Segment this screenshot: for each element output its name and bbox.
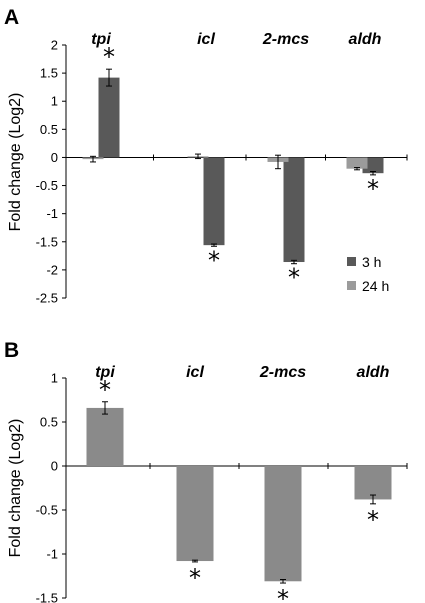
panel-b-significance-star: * xyxy=(189,564,201,592)
panel-b-bar-aldh xyxy=(354,466,392,500)
panel-b-category-label-tpi: tpi xyxy=(95,364,115,381)
panel-a-letter: A xyxy=(4,6,19,29)
panel-b-bars: * * * * xyxy=(86,376,392,603)
legend-label-24h: 24 h xyxy=(362,278,389,294)
panel-a-significance-star: * xyxy=(208,246,220,274)
panel-b-y-tick-label: 0.5 xyxy=(40,415,58,430)
panel-b-significance-star: * xyxy=(367,506,379,534)
panel-b-bar-icl xyxy=(176,466,214,562)
panel-a-y-axis-title: Fold change (Log2) xyxy=(7,93,24,232)
panel-b-y-tick-label: -1.5 xyxy=(36,591,58,603)
panel-b: B Fold change (Log2) 10.50-0.5-1-1.5 ***… xyxy=(4,339,408,603)
panel-b-category-label-icl: icl xyxy=(186,364,204,381)
panel-b-bar-tpi xyxy=(86,407,124,466)
panel-b-y-tick-label: 0 xyxy=(51,459,58,474)
panel-a-y-tick-label: -2 xyxy=(46,262,58,277)
panel-a-significance-star: * xyxy=(288,264,300,292)
legend-swatch-3h xyxy=(347,257,356,266)
panel-b-y-axis-title: Fold change (Log2) xyxy=(7,419,24,558)
panel-a-bar-2-mcs-3h xyxy=(283,157,305,263)
panel-a-y-tick-label: 0 xyxy=(51,150,58,165)
panel-b-letter: B xyxy=(4,339,19,362)
legend-label-3h: 3 h xyxy=(362,254,381,270)
panel-a-y-tick-label: -1.5 xyxy=(36,234,58,249)
panel-b-category-labels: tpi icl 2-mcs aldh xyxy=(95,364,389,381)
panel-b-category-label-2-mcs: 2-mcs xyxy=(259,364,306,381)
panel-b-category-label-aldh: aldh xyxy=(357,364,390,381)
panel-a-significance-star: * xyxy=(103,43,115,71)
panel-a-y-tick-label: -0.5 xyxy=(36,178,58,193)
panel-b-y-tick-label: 1 xyxy=(51,371,58,386)
panel-a-bars: * * * * xyxy=(82,43,384,292)
panel-a-bar-aldh-3h xyxy=(362,157,384,174)
panel-b-axes: 1 0.5 0 -0.5 -1 -1.5 xyxy=(36,371,408,603)
panel-a-y-tick-label: 2 xyxy=(51,38,58,53)
panel-a-category-label-aldh: aldh xyxy=(349,31,382,48)
panel-a-y-tick-label: -2.5 xyxy=(36,291,58,306)
panel-a-y-tick-label: 1 xyxy=(51,94,58,109)
legend-swatch-24h xyxy=(347,281,356,290)
panel-a-y-tick-label: 0.5 xyxy=(40,122,58,137)
panel-a-bar-tpi-3h xyxy=(98,77,120,158)
panel-a-y-tick-label: 1.5 xyxy=(40,66,58,81)
panel-a-bar-aldh-24h xyxy=(346,157,368,169)
panel-a-significance-star: * xyxy=(367,175,379,203)
panel-b-bar-2-mcs xyxy=(264,466,302,582)
panel-a-category-label-2-mcs: 2-mcs xyxy=(262,31,309,48)
panel-b-y-tick-label: -1 xyxy=(46,547,58,562)
panel-b-significance-star: * xyxy=(99,376,111,404)
panel-b-significance-star: * xyxy=(277,585,289,603)
panel-a-bar-icl-3h xyxy=(203,157,225,246)
panel-a-legend: 3 h 24 h xyxy=(347,254,389,294)
panel-a: A Fold change (Log2) 2 1.5 1 0.5 0 -0.5 -1 -1.5… xyxy=(4,6,408,306)
panel-a-category-label-tpi: tpi xyxy=(91,31,111,48)
panel-a-category-label-icl: icl xyxy=(197,31,215,48)
panel-a-y-tick-label: -1 xyxy=(46,206,58,221)
panel-a-category-labels: tpi icl 2-mcs aldh xyxy=(91,31,381,48)
panel-b-y-tick-label: -0.5 xyxy=(36,503,58,518)
